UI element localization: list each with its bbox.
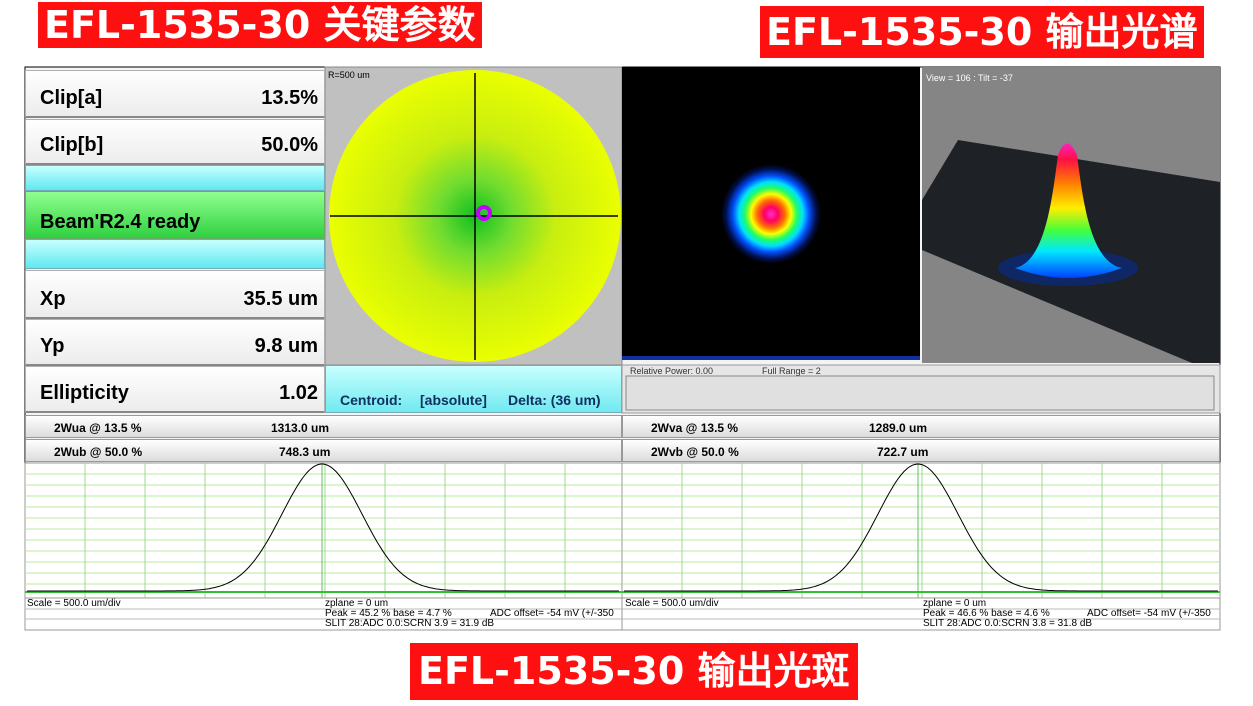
param-row: Clip[b] 50.0% xyxy=(25,119,325,165)
param-value: 35.5 um xyxy=(243,288,318,310)
status-band xyxy=(25,165,325,191)
width-label: 2Wvb @ 50.0 % xyxy=(651,445,739,459)
status-row: Beam'R2.4 ready xyxy=(25,191,325,239)
centroid-marker xyxy=(476,205,492,221)
banner: EFL-1535-30 输出光谱 xyxy=(760,6,1204,58)
plot-area xyxy=(621,462,1221,599)
power-label: Relative Power: 0.00 xyxy=(630,366,714,376)
beam-spot xyxy=(721,164,821,264)
scale-label: Scale = 500.0 um/div xyxy=(625,598,719,609)
banner: EFL-1535-30 关键参数 xyxy=(38,2,482,48)
adc-label: ADC offset= -54 mV (+/-350 xyxy=(1087,609,1211,619)
width-row: 2Wva @ 13.5 % 1289.0 um xyxy=(622,415,1220,438)
width-value: 748.3 um xyxy=(279,445,331,459)
param-label: Xp xyxy=(40,288,66,310)
param-label: Clip[b] xyxy=(40,134,104,156)
banner: EFL-1535-30 输出光斑 xyxy=(410,643,858,700)
profile-plots xyxy=(24,462,1221,631)
param-row: Yp 9.8 um xyxy=(25,319,325,366)
status-band xyxy=(25,239,325,269)
width-row: 2Wua @ 13.5 % 1313.0 um xyxy=(25,415,622,438)
footer xyxy=(24,597,623,631)
centroid-mode: Centroid: xyxy=(340,392,403,408)
zplane-label: zplane = 0 um xyxy=(923,598,987,609)
width-label: 2Wub @ 50.0 % xyxy=(54,445,143,459)
peak-label: Peak = 45.2 % base = 4.7 % xyxy=(325,608,452,619)
slit-label: SLIT 28:ADC 0.0:SCRN 3.9 = 31.9 dB xyxy=(325,618,495,629)
status-text: Beam'R2.4 ready xyxy=(40,211,201,233)
width-row: 2Wvb @ 50.0 % 722.7 um xyxy=(622,439,1220,462)
range-label: Full Range = 2 xyxy=(762,366,821,376)
zplane-label: zplane = 0 um xyxy=(325,598,389,609)
param-row: Xp 35.5 um xyxy=(25,270,325,319)
profile-curve xyxy=(624,463,1218,592)
footer xyxy=(621,597,1221,631)
width-value: 722.7 um xyxy=(877,445,929,459)
param-value: 50.0% xyxy=(261,134,318,156)
width-value: 1313.0 um xyxy=(271,421,330,435)
slit-label: SLIT 28:ADC 0.0:SCRN 3.8 = 31.8 dB xyxy=(923,618,1093,629)
radius-label: R=500 um xyxy=(328,70,370,80)
centroid-delta: Delta: (36 um) xyxy=(508,392,601,408)
param-row: Ellipticity 1.02 xyxy=(25,366,325,413)
param-label: Yp xyxy=(40,335,65,357)
centroid-reference: [absolute] xyxy=(420,392,487,408)
profile-curve xyxy=(27,463,619,592)
param-value: 13.5% xyxy=(261,87,318,109)
power-bar xyxy=(625,375,1215,411)
width-value: 1289.0 um xyxy=(869,421,928,435)
width-row: 2Wub @ 50.0 % 748.3 um xyxy=(25,439,622,462)
scale-label: Scale = 500.0 um/div xyxy=(27,598,121,609)
width-label: 2Wva @ 13.5 % xyxy=(651,421,739,435)
width-label: 2Wua @ 13.5 % xyxy=(54,421,142,435)
param-row: Clip[a] 13.5% xyxy=(25,70,325,118)
centroid-caption: Centroid: [absolute] Delta: (36 um) xyxy=(325,365,622,413)
param-label: Ellipticity xyxy=(40,382,129,404)
plot-area xyxy=(24,462,623,599)
param-label: Clip[a] xyxy=(40,87,103,109)
adc-label: ADC offset= -54 mV (+/-350 xyxy=(490,608,614,619)
beam-3d xyxy=(1015,143,1122,278)
peak-label: Peak = 46.6 % base = 4.6 % xyxy=(923,608,1050,619)
param-value: 1.02 xyxy=(279,382,318,404)
param-value: 9.8 um xyxy=(254,335,318,357)
view-label: View = 106 : Tilt = -37 xyxy=(926,73,1013,83)
